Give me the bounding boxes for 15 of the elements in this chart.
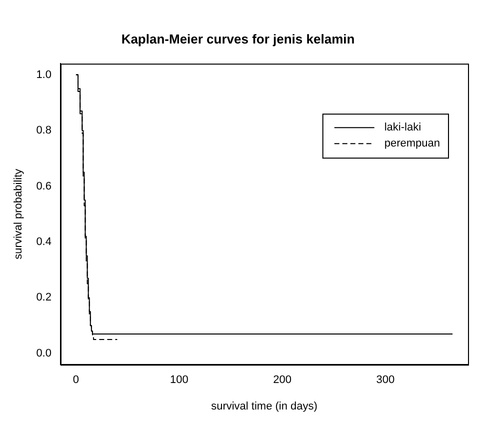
x-tick-label: 200: [273, 374, 292, 386]
y-tick-label: 1.0: [36, 68, 52, 81]
y-tick-label: 0.6: [36, 180, 52, 192]
x-tick-label: 300: [376, 374, 395, 386]
legend-label: laki-laki: [384, 122, 422, 134]
y-tick-label: 0.2: [36, 292, 52, 304]
chart-title: Kaplan-Meier curves for jenis kelamin: [121, 31, 355, 46]
x-tick-label: 100: [170, 374, 188, 386]
y-tick-label: 0.0: [36, 347, 52, 360]
y-axis-title: survival probability: [12, 168, 25, 260]
x-tick-label: 0: [72, 374, 80, 386]
y-tick-label: 0.8: [36, 124, 52, 137]
y-tick-label: 0.4: [36, 236, 52, 248]
legend-label: perempuan: [384, 138, 440, 150]
x-axis-title: survival time (in days): [211, 400, 318, 412]
